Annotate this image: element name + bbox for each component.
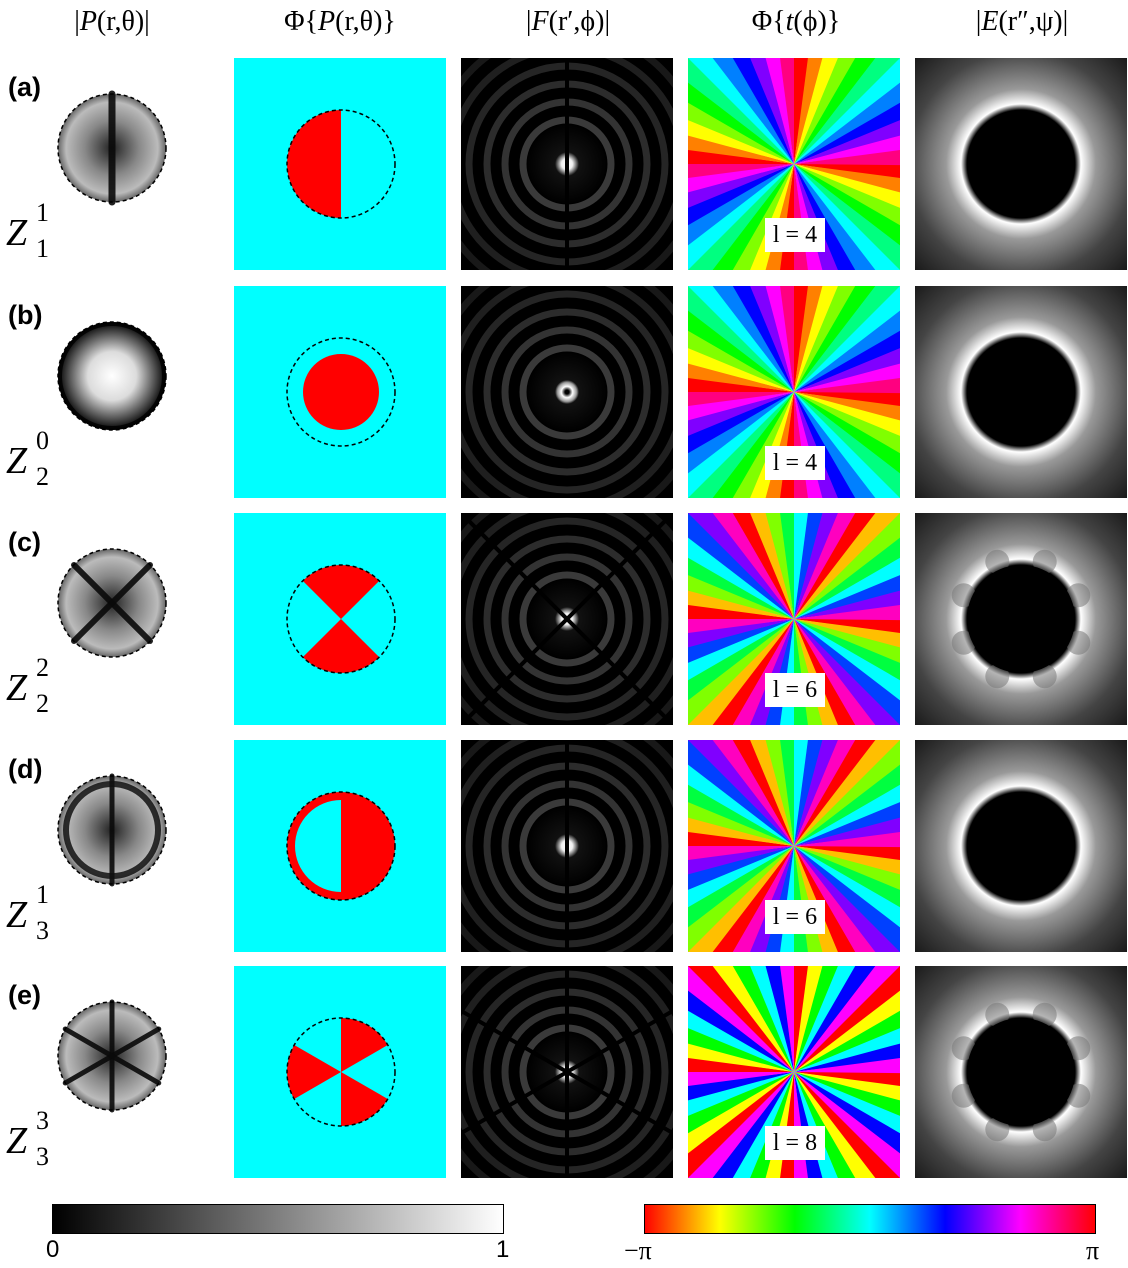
amplitude-panel bbox=[57, 999, 167, 1113]
farfield-panel bbox=[461, 966, 673, 1178]
vortex-charge-label: l = 6 bbox=[773, 677, 817, 703]
vortex-charge-label: l = 8 bbox=[773, 1130, 817, 1156]
farfield-panel bbox=[461, 286, 673, 498]
output-field-panel bbox=[915, 58, 1127, 270]
vortex-phase-panel: l = 8 bbox=[688, 966, 900, 1178]
phase-colorbar bbox=[644, 1204, 1096, 1234]
row-label: (d) bbox=[8, 754, 43, 784]
vortex-charge-label: l = 6 bbox=[773, 904, 817, 930]
phase-panel bbox=[234, 740, 446, 952]
row-label: (e) bbox=[8, 980, 41, 1010]
phase-panel bbox=[234, 58, 446, 270]
vortex-phase-panel: l = 6 bbox=[688, 740, 900, 952]
header-col-5: |E(r″,ψ)| bbox=[975, 6, 1069, 37]
header-col-3: |F(r′,ϕ)| bbox=[525, 6, 611, 37]
row-label: (a) bbox=[8, 72, 41, 102]
figure-row: l = 4 bbox=[0, 286, 1128, 502]
figure-row: l = 6 bbox=[0, 740, 1128, 956]
phase-panel bbox=[234, 966, 446, 1178]
row-label: (c) bbox=[8, 527, 41, 557]
farfield-panel bbox=[461, 513, 673, 725]
gray-colorbar-max: 1 bbox=[496, 1236, 510, 1263]
amplitude-panel bbox=[57, 773, 167, 887]
figure-row: l = 4 bbox=[0, 58, 1128, 274]
row-label: (b) bbox=[8, 300, 43, 330]
vortex-phase-panel: l = 4 bbox=[688, 286, 900, 498]
vortex-charge-label: l = 4 bbox=[773, 222, 817, 248]
gray-colorbar-min: 0 bbox=[46, 1236, 60, 1263]
header-col-1: |P(r,θ)| bbox=[74, 6, 150, 37]
output-field-panel bbox=[915, 513, 1127, 725]
output-field-panel bbox=[915, 740, 1127, 952]
farfield-panel bbox=[461, 740, 673, 952]
vortex-charge-label: l = 4 bbox=[773, 450, 817, 476]
phase-colorbar-min: −π bbox=[624, 1236, 652, 1265]
output-field-panel bbox=[915, 966, 1127, 1178]
farfield-panel bbox=[461, 58, 673, 270]
header-col-4: Φ{t(ϕ)} bbox=[751, 6, 841, 37]
vortex-phase-panel: l = 4 bbox=[688, 58, 900, 270]
amplitude-panel bbox=[57, 548, 167, 658]
amplitude-panel bbox=[57, 90, 167, 206]
figure-row: l = 6 bbox=[0, 513, 1128, 729]
amplitude-panel bbox=[57, 321, 167, 431]
phase-panel bbox=[234, 286, 446, 498]
header-col-2: Φ{P(r,θ)} bbox=[284, 6, 396, 37]
output-field-panel bbox=[915, 286, 1127, 498]
gray-colorbar bbox=[52, 1204, 504, 1234]
figure-row: l = 8 bbox=[0, 966, 1128, 1182]
vortex-phase-panel: l = 6 bbox=[688, 513, 900, 725]
phase-panel bbox=[234, 513, 446, 725]
phase-colorbar-max: π bbox=[1086, 1236, 1100, 1265]
